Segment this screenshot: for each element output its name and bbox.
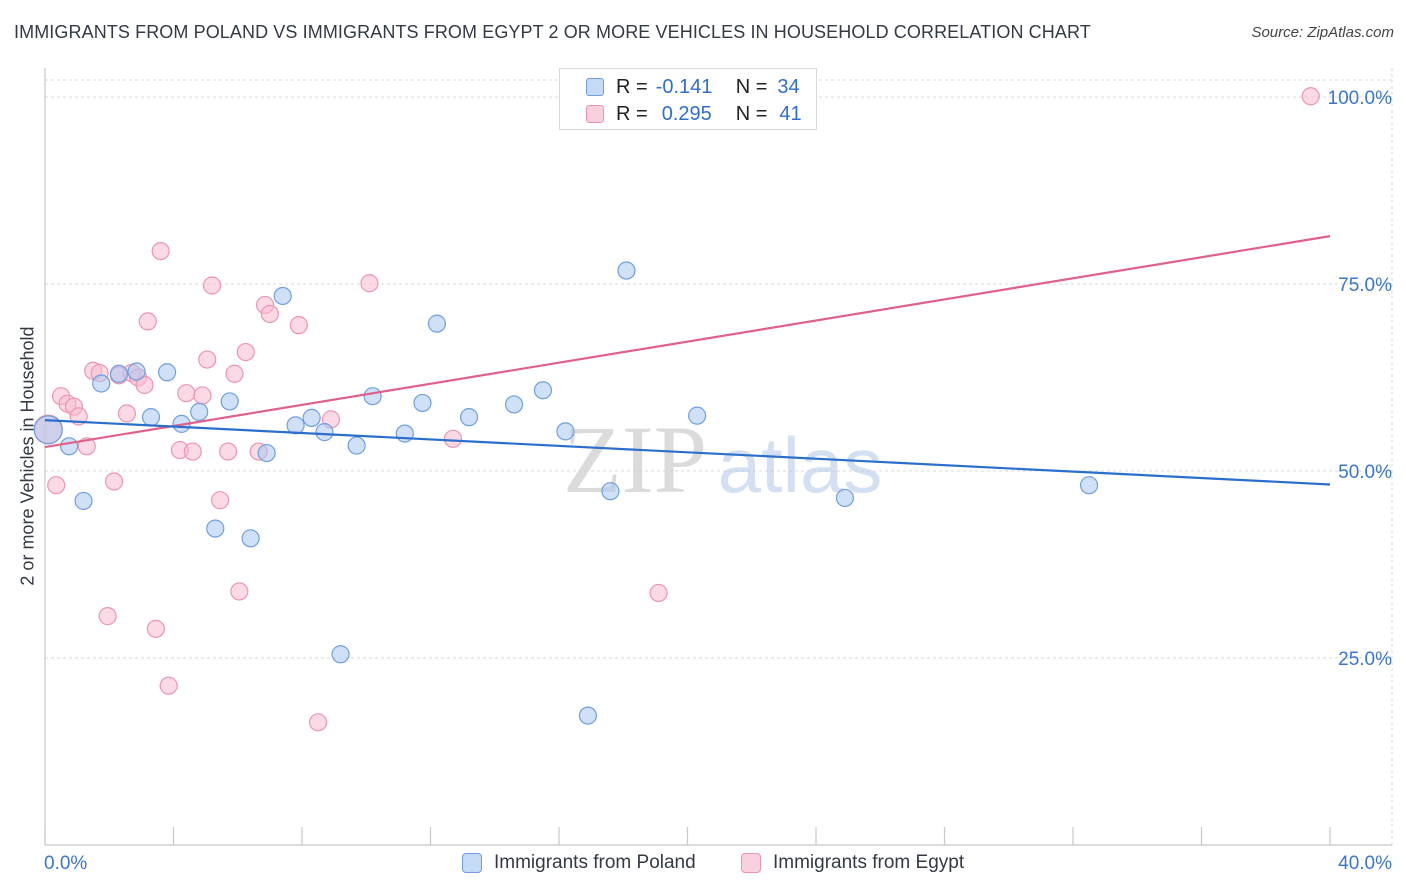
egypt-point xyxy=(236,342,255,362)
egypt-point xyxy=(308,713,328,732)
legend-n-value-poland: 34 xyxy=(777,75,800,98)
egypt-point xyxy=(117,404,137,423)
poland-point xyxy=(395,424,414,443)
poland-point xyxy=(578,706,598,725)
legend-r-value-egypt: 0.295 xyxy=(661,102,712,125)
poland-point xyxy=(33,415,63,445)
poland-point xyxy=(206,519,225,538)
poland-point xyxy=(190,402,209,422)
egypt-point xyxy=(225,364,244,383)
y-tick-label: 25.0% xyxy=(1338,649,1392,670)
legend-r-label-egypt: R = xyxy=(616,102,648,125)
y-tick-label: 100.0% xyxy=(1328,88,1393,109)
legend-row-egypt: R = 0.295 N = 41 xyxy=(586,102,802,126)
poland-point xyxy=(74,491,93,511)
egypt-trend-line xyxy=(44,235,1331,449)
series-legend-label-poland: Immigrants from Poland xyxy=(494,852,696,873)
legend-row-poland: R = -0.141 N = 34 xyxy=(586,75,800,99)
legend-r-label-poland: R = xyxy=(616,75,648,98)
legend-n-label-egypt: N = xyxy=(735,102,768,125)
tick-labels: 25.0% 50.0% 75.0% 100.0% 0.0% 40.0% xyxy=(44,88,1392,874)
poland-point xyxy=(533,381,553,400)
egypt-point xyxy=(1301,87,1320,106)
egypt-point xyxy=(202,276,222,295)
poland-point xyxy=(315,423,334,442)
egypt-point xyxy=(146,619,165,638)
egypt-point xyxy=(198,350,217,369)
poland-point xyxy=(141,408,161,427)
egypt-point xyxy=(151,241,170,261)
series-legend-egypt[interactable]: Immigrants from Egypt xyxy=(741,852,964,874)
trend-lines xyxy=(44,235,1331,486)
poland-point xyxy=(427,314,447,333)
series-legend-label-egypt: Immigrants from Egypt xyxy=(773,852,965,873)
source-label: Source: ZipAtlas.com xyxy=(1251,24,1394,41)
poland-point xyxy=(286,416,305,435)
egypt-point xyxy=(219,442,238,461)
poland-trend-line xyxy=(44,419,1331,486)
egypt-point xyxy=(443,429,463,448)
poland-point xyxy=(273,286,292,306)
x-tick-label: 0.0% xyxy=(44,853,87,874)
poland-point xyxy=(109,364,128,383)
egypt-point xyxy=(135,375,154,395)
poland-point xyxy=(302,408,321,427)
egypt-point xyxy=(47,476,66,495)
egypt-point xyxy=(77,437,96,456)
poland-point xyxy=(413,393,432,413)
poland-point xyxy=(257,443,276,463)
poland-point xyxy=(59,437,79,456)
poland-point xyxy=(617,261,636,280)
poland-point xyxy=(688,406,707,425)
x-tick-label: 40.0% xyxy=(1338,853,1392,874)
poland-point xyxy=(459,408,479,427)
egypt-point xyxy=(289,316,308,335)
watermark-zip: ZIP xyxy=(563,406,707,513)
poland-point xyxy=(601,482,620,501)
egypt-point xyxy=(138,312,157,331)
watermark-atlas: atlas xyxy=(718,421,883,509)
correlation-legend: R = -0.141 N = 34 R = 0.295 N = 41 xyxy=(559,68,817,130)
y-tick-label: 75.0% xyxy=(1338,275,1392,296)
poland-point xyxy=(1079,476,1099,495)
series-legend-swatch-poland xyxy=(462,853,482,873)
egypt-point xyxy=(104,472,124,491)
axes xyxy=(44,68,1392,846)
egypt-point xyxy=(649,583,668,603)
watermark: ZIP atlas xyxy=(563,406,882,513)
poland-point xyxy=(241,529,260,548)
egypt-point xyxy=(98,607,117,626)
poland-point xyxy=(92,374,111,393)
poland-point xyxy=(835,488,855,508)
egypt-point xyxy=(159,676,178,695)
poland-point xyxy=(556,422,575,441)
egypt-point xyxy=(360,274,379,293)
poland-point xyxy=(127,362,146,381)
poland-point xyxy=(347,436,366,455)
chart-title: IMMIGRANTS FROM POLAND VS IMMIGRANTS FRO… xyxy=(14,22,1091,42)
poland-point xyxy=(220,392,239,411)
legend-n-label-poland: N = xyxy=(735,75,768,98)
legend-swatch-egypt xyxy=(586,105,604,123)
poland-point xyxy=(363,387,382,406)
series-legend: Immigrants from Poland Immigrants from E… xyxy=(0,852,1406,878)
y-tick-label: 50.0% xyxy=(1338,462,1392,483)
legend-swatch-poland xyxy=(586,78,604,96)
egypt-point xyxy=(210,491,230,510)
egypt-point xyxy=(260,304,279,324)
series-legend-poland[interactable]: Immigrants from Poland xyxy=(462,852,696,874)
series-legend-swatch-egypt xyxy=(741,853,761,873)
legend-n-value-egypt: 41 xyxy=(779,102,802,125)
egypt-point xyxy=(183,442,202,461)
poland-point xyxy=(157,363,177,382)
legend-r-value-poland: -0.141 xyxy=(655,75,713,98)
poland-point xyxy=(331,645,350,664)
egypt-point xyxy=(193,386,212,405)
egypt-point xyxy=(177,384,196,403)
poland-point xyxy=(504,395,524,414)
egypt-point xyxy=(230,582,249,601)
